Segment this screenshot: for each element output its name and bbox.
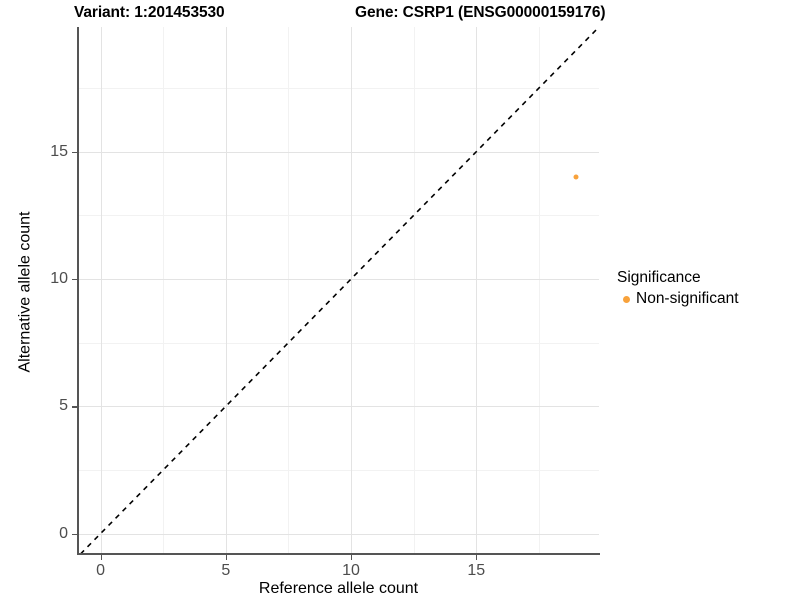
legend-dot-icon <box>622 295 630 303</box>
y-tick-mark <box>72 406 77 408</box>
y-axis-line <box>77 27 79 554</box>
gridline-major-horizontal <box>78 151 599 153</box>
x-tick-label: 10 <box>342 562 360 579</box>
gridline-minor-horizontal <box>78 342 599 344</box>
identity-line <box>79 27 599 554</box>
y-tick-label: 0 <box>59 524 68 542</box>
x-tick-mark <box>476 555 478 560</box>
y-tick-mark <box>72 151 77 153</box>
gridline-major-horizontal <box>78 406 599 408</box>
legend-key <box>617 295 635 303</box>
y-tick-mark <box>72 533 77 535</box>
identity-reference-line <box>79 27 599 554</box>
legend-item[interactable]: Non-significant <box>617 289 739 309</box>
gridline-minor-vertical <box>413 27 415 554</box>
x-tick-mark <box>351 555 353 560</box>
x-tick-mark <box>225 555 227 560</box>
y-tick-label: 15 <box>50 142 68 160</box>
legend-title: Significance <box>617 269 701 286</box>
x-tick-mark <box>100 555 102 560</box>
gene-title: Gene: CSRP1 (ENSG00000159176) <box>355 4 606 21</box>
gridline-minor-horizontal <box>78 469 599 471</box>
gridline-major-horizontal <box>78 533 599 535</box>
gridline-minor-vertical <box>288 27 290 554</box>
x-axis-line <box>77 553 600 555</box>
legend: Significance Non-significant <box>617 268 739 309</box>
legend-item-label: Non-significant <box>636 290 739 307</box>
gridline-minor-vertical <box>163 27 165 554</box>
gridline-major-horizontal <box>78 279 599 281</box>
variant-title: Variant: 1:201453530 <box>74 4 225 21</box>
x-tick-label: 5 <box>221 562 231 579</box>
x-axis-title: Reference allele count <box>258 580 419 597</box>
y-axis-title: Alternative allele count <box>16 211 34 373</box>
x-tick-label: 15 <box>467 562 486 579</box>
gridline-major-vertical <box>351 27 353 554</box>
y-tick-label: 10 <box>50 270 68 288</box>
gridline-major-vertical <box>225 27 227 554</box>
y-tick-label: 5 <box>59 397 68 415</box>
y-tick-mark <box>72 279 77 281</box>
x-tick-label: 0 <box>96 562 105 579</box>
plot-panel <box>78 27 599 554</box>
gridline-minor-horizontal <box>78 215 599 217</box>
legend-items: Non-significant <box>617 289 739 309</box>
gridline-major-vertical <box>476 27 478 554</box>
data-point[interactable] <box>573 174 579 180</box>
gridline-minor-horizontal <box>78 88 599 90</box>
gridline-major-vertical <box>100 27 102 554</box>
gridline-minor-vertical <box>538 27 540 554</box>
